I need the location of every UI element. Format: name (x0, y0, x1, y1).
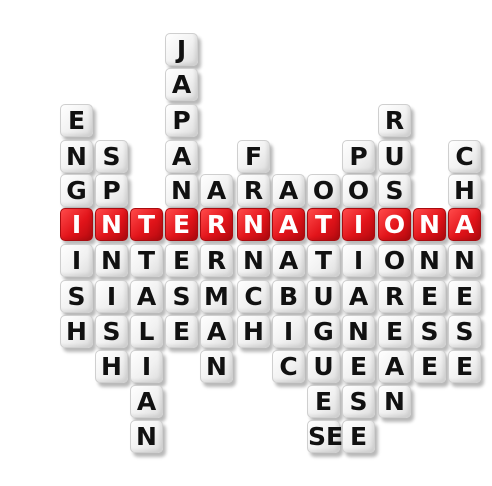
letter-cube: S (448, 315, 481, 348)
letter-cube: N (95, 244, 128, 277)
letter-cube: T (307, 244, 340, 277)
letter-cube: R (378, 104, 411, 137)
highlight-letter-cube: N (413, 208, 446, 241)
letter-cube: N (165, 174, 198, 207)
letter-cube: S (378, 174, 411, 207)
letter-cube: N (342, 315, 375, 348)
letter-cube: O (378, 244, 411, 277)
letter-cube: F (237, 140, 270, 173)
letter-cube: S (95, 315, 128, 348)
highlight-letter-cube: A (448, 208, 481, 241)
letter-cube: P (165, 104, 198, 137)
highlight-letter-cube: T (130, 208, 163, 241)
letter-cube: N (413, 244, 446, 277)
letter-cube: U (307, 350, 340, 383)
letter-cube: I (60, 244, 93, 277)
letter-cube: R (378, 280, 411, 313)
letter-cube: E (448, 280, 481, 313)
letter-cube: E (342, 350, 375, 383)
letter-cube: I (95, 280, 128, 313)
letter-cube: E (448, 350, 481, 383)
letter-cube: S (60, 280, 93, 313)
letter-cube: A (130, 385, 163, 418)
letter-cube: N (60, 140, 93, 173)
letter-cube: H (60, 315, 93, 348)
letter-cube: E (165, 244, 198, 277)
letter-cube: A (342, 280, 375, 313)
letter-cube: H (95, 350, 128, 383)
letter-cube: A (272, 174, 305, 207)
letter-cube: A (130, 280, 163, 313)
letter-cube: H (237, 315, 270, 348)
letter-cube: N (378, 385, 411, 418)
letter-cube: G (307, 315, 340, 348)
letter-cube: S (413, 315, 446, 348)
highlight-letter-cube: N (237, 208, 270, 241)
highlight-letter-cube: O (378, 208, 411, 241)
letter-cube: A (200, 315, 233, 348)
letter-cube: N (237, 244, 270, 277)
letter-cube: J (165, 33, 198, 66)
letter-cube: E (413, 350, 446, 383)
letter-cube: E (60, 104, 93, 137)
letter-cube: I (130, 350, 163, 383)
highlight-letter-cube: T (307, 208, 340, 241)
letter-cube: O (342, 174, 375, 207)
letter-cube: I (342, 244, 375, 277)
highlight-letter-cube: R (200, 208, 233, 241)
letter-cube: N (200, 350, 233, 383)
highlight-letter-cube: E (165, 208, 198, 241)
letter-cube: H (448, 174, 481, 207)
letter-cube: I (272, 315, 305, 348)
letter-cube: L (130, 315, 163, 348)
letter-cube: E (378, 315, 411, 348)
highlight-letter-cube: N (95, 208, 128, 241)
letter-cube: A (200, 174, 233, 207)
letter-cube: SE (307, 420, 344, 453)
letter-cube: A (272, 244, 305, 277)
letter-cube: O (307, 174, 340, 207)
letter-cube: C (237, 280, 270, 313)
letter-cube: E (342, 420, 375, 453)
letter-cube: N (130, 420, 163, 453)
letter-cube: P (95, 174, 128, 207)
letter-cube: G (60, 174, 93, 207)
letter-cube: U (307, 280, 340, 313)
letter-cube: A (378, 350, 411, 383)
letter-cube: M (200, 280, 233, 313)
letter-cube: R (237, 174, 270, 207)
letter-cube: S (165, 280, 198, 313)
letter-cube: C (272, 350, 305, 383)
letter-cube: A (165, 68, 198, 101)
letter-cube: S (95, 140, 128, 173)
letter-cube: E (413, 280, 446, 313)
letter-cube: T (130, 244, 163, 277)
letter-cube: U (378, 140, 411, 173)
letter-cube: A (165, 140, 198, 173)
highlight-letter-cube: I (60, 208, 93, 241)
letter-cube: P (342, 140, 375, 173)
highlight-letter-cube: A (272, 208, 305, 241)
letter-cube: S (342, 385, 375, 418)
letter-cube: B (272, 280, 305, 313)
letter-cube: R (200, 244, 233, 277)
letter-cube: E (307, 385, 340, 418)
highlight-letter-cube: I (342, 208, 375, 241)
letter-cube: C (448, 140, 481, 173)
letter-cube: E (165, 315, 198, 348)
letter-cube: N (448, 244, 481, 277)
